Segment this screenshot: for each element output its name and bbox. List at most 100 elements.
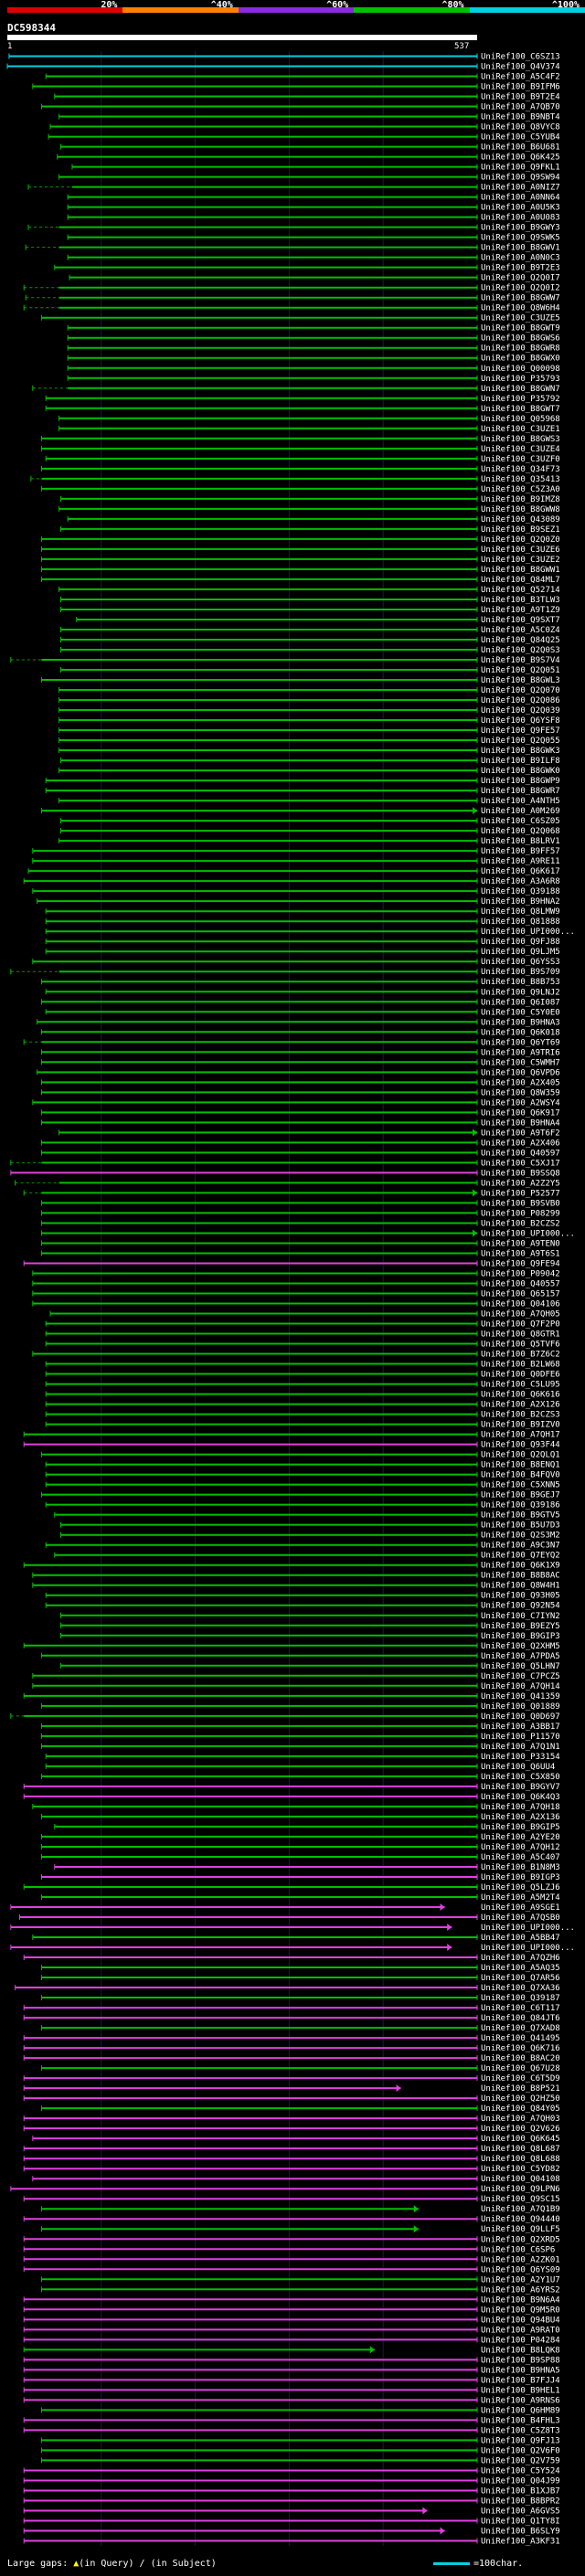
hit-row[interactable]: UniRef100_B8GWN7 — [32, 385, 560, 394]
hit-row[interactable]: UniRef100_B9NBT4 — [58, 113, 560, 122]
hit-row[interactable]: UniRef100_Q7XA36 — [15, 1984, 560, 1993]
hit-row[interactable]: UniRef100_Q9FKL1 — [71, 164, 560, 173]
hit-row[interactable]: UniRef100_Q8L688 — [23, 2155, 560, 2164]
hit-row[interactable]: UniRef100_Q5LZJ6 — [23, 1883, 560, 1892]
hit-row[interactable]: UniRef100_B8GWW7 — [25, 294, 560, 303]
hit-label[interactable]: UniRef100_Q92N54 — [481, 1602, 560, 1611]
hit-row[interactable]: UniRef100_Q9SW94 — [58, 174, 560, 183]
hit-row[interactable]: UniRef100_B8GWK3 — [58, 747, 560, 756]
hit-label[interactable]: UniRef100_B9T2E4 — [481, 93, 560, 102]
hit-row[interactable]: UniRef100_A2Z2Y5 — [15, 1179, 560, 1188]
hit-row[interactable]: UniRef100_Q8W4H1 — [32, 1582, 560, 1591]
hit-label[interactable]: UniRef100_Q2Q0I7 — [481, 274, 560, 283]
hit-label[interactable]: UniRef100_A2X136 — [481, 1813, 560, 1822]
hit-row[interactable]: UniRef100_Q94BU4 — [23, 2316, 560, 2325]
hit-label[interactable]: UniRef100_Q6I087 — [481, 998, 560, 1007]
hit-row[interactable]: UniRef100_Q7F2P0 — [45, 1320, 560, 1330]
hit-label[interactable]: UniRef100_A0NN64 — [481, 194, 560, 203]
hit-label[interactable]: UniRef100_C5LU95 — [481, 1381, 560, 1390]
hit-label[interactable]: UniRef100_Q0DFE6 — [481, 1371, 560, 1380]
hit-row[interactable]: UniRef100_B9S709 — [10, 968, 560, 977]
hit-row[interactable]: UniRef100_A9T6F2 — [58, 1129, 560, 1138]
hit-row[interactable]: UniRef100_Q9FJ88 — [45, 938, 560, 947]
hit-label[interactable]: UniRef100_Q8L688 — [481, 2155, 560, 2164]
hit-label[interactable]: UniRef100_A5AQ35 — [481, 1964, 560, 1973]
hit-row[interactable]: UniRef100_Q92N54 — [45, 1602, 560, 1611]
hit-label[interactable]: UniRef100_Q94BU4 — [481, 2316, 560, 2325]
hit-row[interactable]: UniRef100_B1N8M3 — [54, 1863, 560, 1872]
hit-row[interactable]: UniRef100_A7QH18 — [32, 1803, 560, 1812]
hit-row[interactable]: UniRef100_Q2V6F0 — [40, 2446, 560, 2455]
hit-row[interactable]: UniRef100_B9FF57 — [32, 847, 560, 856]
hit-label[interactable]: UniRef100_A2ZK01 — [481, 2255, 560, 2264]
hit-label[interactable]: UniRef100_Q5LHN7 — [481, 1662, 560, 1671]
hit-label[interactable]: UniRef100_A2YE20 — [481, 1833, 560, 1842]
hit-row[interactable]: UniRef100_Q2Q055 — [58, 737, 560, 746]
hit-row[interactable]: UniRef100_A7QH05 — [49, 1310, 560, 1320]
hit-row[interactable]: UniRef100_A9TRI6 — [40, 1048, 560, 1057]
hit-row[interactable]: UniRef100_B8GWW1 — [40, 566, 560, 575]
hit-label[interactable]: UniRef100_C5Z3A0 — [481, 485, 560, 494]
hit-row[interactable]: UniRef100_B6SLY9 — [23, 2527, 560, 2536]
hit-row[interactable]: UniRef100_B9GYV7 — [23, 1783, 560, 1792]
hit-row[interactable]: UniRef100_A7QSB0 — [18, 1913, 560, 1923]
hit-row[interactable]: UniRef100_A9T1Z9 — [59, 606, 560, 615]
hit-row[interactable]: UniRef100_Q6K917 — [40, 1108, 560, 1118]
hit-row[interactable]: UniRef100_P08299 — [40, 1209, 560, 1218]
hit-row[interactable]: UniRef100_B9GTV5 — [54, 1511, 560, 1521]
hit-label[interactable]: UniRef100_C5YD82 — [481, 2165, 560, 2174]
hit-label[interactable]: UniRef100_Q6K917 — [481, 1108, 560, 1118]
hit-label[interactable]: UniRef100_Q8W4H1 — [481, 1582, 560, 1591]
hit-row[interactable]: UniRef100_B8P521 — [23, 2084, 560, 2094]
hit-row[interactable]: UniRef100_A0NIZ7 — [27, 184, 560, 193]
hit-label[interactable]: UniRef100_A6YRS2 — [481, 2285, 560, 2295]
hit-label[interactable]: UniRef100_A9TRI6 — [481, 1048, 560, 1057]
hit-label[interactable]: UniRef100_B9SEZ1 — [481, 525, 560, 535]
hit-row[interactable]: UniRef100_Q67U28 — [40, 2064, 560, 2073]
hit-label[interactable]: UniRef100_A7QH12 — [481, 1843, 560, 1852]
hit-label[interactable]: UniRef100_Q2Q070 — [481, 686, 560, 695]
hit-label[interactable]: UniRef100_B8AC20 — [481, 2054, 560, 2063]
hit-label[interactable]: UniRef100_Q9FE57 — [481, 726, 560, 736]
hit-row[interactable]: UniRef100_B9N6A4 — [23, 2295, 560, 2305]
hit-row[interactable]: UniRef100_A2ZK01 — [23, 2255, 560, 2264]
hit-label[interactable]: UniRef100_Q40557 — [481, 1279, 560, 1288]
hit-label[interactable]: UniRef100_P04284 — [481, 2336, 560, 2345]
hit-row[interactable]: UniRef100_Q6K616 — [45, 1391, 560, 1400]
hit-row[interactable]: UniRef100_A4NTH5 — [58, 797, 560, 806]
hit-label[interactable]: UniRef100_Q9LNJ2 — [481, 988, 560, 997]
hit-label[interactable]: UniRef100_Q39188 — [481, 887, 560, 896]
hit-row[interactable]: UniRef100_A7QH14 — [32, 1682, 560, 1691]
hit-label[interactable]: UniRef100_Q2V759 — [481, 2456, 560, 2465]
hit-label[interactable]: UniRef100_C5Y0E0 — [481, 1008, 560, 1017]
hit-label[interactable]: UniRef100_A9SGE1 — [481, 1903, 560, 1913]
hit-label[interactable]: UniRef100_Q6YS09 — [481, 2265, 560, 2274]
hit-label[interactable]: UniRef100_Q40597 — [481, 1149, 560, 1158]
hit-label[interactable]: UniRef100_Q7XA36 — [481, 1984, 560, 1993]
hit-row[interactable]: UniRef100_C5Y0E0 — [45, 1008, 560, 1017]
hit-row[interactable]: UniRef100_Q2QLQ1 — [40, 1451, 560, 1460]
hit-row[interactable]: UniRef100_Q39186 — [45, 1501, 560, 1511]
hit-label[interactable]: UniRef100_B9S709 — [481, 968, 560, 977]
hit-label[interactable]: UniRef100_A0M269 — [481, 807, 560, 816]
hit-label[interactable]: UniRef100_Q6K716 — [481, 2044, 560, 2053]
hit-label[interactable]: UniRef100_C6SZ05 — [481, 817, 560, 826]
hit-label[interactable]: UniRef100_P35793 — [481, 375, 560, 384]
hit-label[interactable]: UniRef100_Q39186 — [481, 1501, 560, 1511]
hit-label[interactable]: UniRef100_C5X850 — [481, 1773, 560, 1782]
hit-label[interactable]: UniRef100_B8GWR8 — [481, 345, 560, 354]
hit-label[interactable]: UniRef100_UPI000... — [481, 1944, 575, 1953]
hit-label[interactable]: UniRef100_Q41495 — [481, 2034, 560, 2043]
hit-label[interactable]: UniRef100_A7PDA5 — [481, 1652, 560, 1661]
hit-row[interactable]: UniRef100_B9HNA2 — [37, 897, 560, 906]
hit-label[interactable]: UniRef100_B9N6A4 — [481, 2295, 560, 2305]
hit-row[interactable]: UniRef100_B9SVB0 — [40, 1199, 560, 1208]
hit-row[interactable]: UniRef100_P04284 — [23, 2336, 560, 2345]
hit-label[interactable]: UniRef100_Q6K645 — [481, 2135, 560, 2144]
hit-label[interactable]: UniRef100_P08299 — [481, 1209, 560, 1218]
hit-row[interactable]: UniRef100_B9IMZ8 — [59, 495, 560, 504]
hit-label[interactable]: UniRef100_B9HEL1 — [481, 2386, 560, 2395]
hit-label[interactable]: UniRef100_Q2XHM5 — [481, 1642, 560, 1651]
hit-label[interactable]: UniRef100_A0U5K3 — [481, 204, 560, 213]
hit-row[interactable]: UniRef100_A7QH12 — [40, 1843, 560, 1852]
